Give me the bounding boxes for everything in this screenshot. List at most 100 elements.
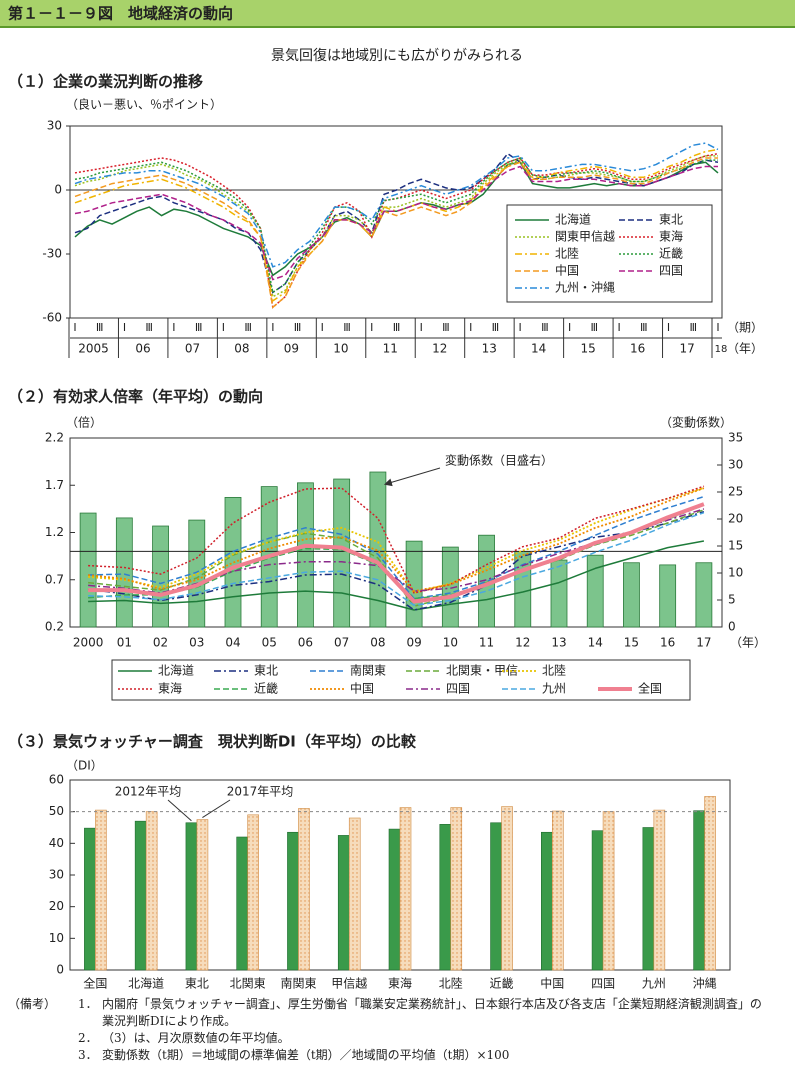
y-tick-label: 30 bbox=[47, 119, 62, 133]
notes-label: （備考） bbox=[8, 997, 57, 1011]
bar bbox=[297, 482, 314, 628]
x-tick-label: 08 bbox=[370, 636, 385, 650]
series-line bbox=[88, 485, 705, 594]
x-tick-label: Ⅰ bbox=[568, 321, 571, 334]
y-tick-label: 0.2 bbox=[45, 620, 64, 634]
x-tick-label: 東海 bbox=[388, 976, 412, 991]
x-tick-label: Ⅲ bbox=[541, 321, 549, 334]
figure-subtitle: 景気回復は地域別にも広がりがみられる bbox=[271, 47, 523, 64]
series-line bbox=[88, 487, 705, 592]
legend-label: 近畿 bbox=[659, 247, 683, 261]
x-unit-label: （年） bbox=[730, 636, 766, 650]
series-line bbox=[88, 511, 705, 607]
series-line bbox=[74, 161, 719, 277]
series-line bbox=[74, 152, 719, 309]
bar bbox=[653, 809, 666, 971]
legend-box bbox=[111, 659, 691, 701]
legend-label: 関東甲信越 bbox=[555, 230, 615, 244]
bar bbox=[450, 807, 463, 971]
legend-label: 南関東 bbox=[350, 663, 386, 678]
x-tick-label: 甲信越 bbox=[331, 977, 367, 991]
y-axis-label: （倍） bbox=[66, 415, 102, 430]
y2-tick-label: 35 bbox=[728, 431, 743, 445]
y-tick-label: 10 bbox=[49, 931, 64, 945]
y2-tick-label: 15 bbox=[728, 539, 743, 553]
year-label: 2005 bbox=[78, 342, 109, 356]
legend-label: 中国 bbox=[555, 263, 579, 278]
y-tick-label: 20 bbox=[49, 899, 64, 913]
year-label: 16 bbox=[630, 342, 645, 356]
y-tick-label: 50 bbox=[49, 804, 64, 818]
year-label: 11 bbox=[383, 342, 398, 356]
x-tick-label: 12 bbox=[515, 636, 530, 650]
x-tick-label: 01 bbox=[117, 636, 132, 650]
year-label: 10 bbox=[333, 342, 348, 356]
x-tick-label: Ⅰ bbox=[519, 321, 522, 334]
x-tick-label: Ⅰ bbox=[73, 321, 76, 334]
series-line bbox=[88, 510, 705, 611]
x-tick-label: Ⅰ bbox=[370, 321, 373, 334]
annotation-leader bbox=[202, 799, 231, 819]
note-row: 3． 変動係数（t期）＝地域間の標準偏差（t期）／地域間の平均値（t期）×100 bbox=[0, 1047, 795, 1064]
legend-label: 四国 bbox=[446, 682, 470, 696]
x-tick-label: 全国 bbox=[83, 976, 107, 991]
annotation-leader bbox=[167, 799, 192, 822]
legend-label: 北関東・甲信 bbox=[446, 664, 518, 678]
x-unit-label: （年） bbox=[727, 342, 763, 356]
x-tick-label: 北関東 bbox=[230, 977, 266, 991]
x-tick-label: Ⅰ bbox=[222, 321, 225, 334]
y-tick-label: 1.2 bbox=[45, 525, 64, 539]
section-title: （３）景気ウォッチャー調査 現状判断DI（年平均）の比較 bbox=[8, 733, 417, 751]
y2-tick-label: 20 bbox=[728, 512, 743, 526]
series-annotation: 2012年平均 bbox=[115, 785, 182, 799]
bar bbox=[152, 525, 169, 628]
x-tick-label: 07 bbox=[334, 636, 349, 650]
bar bbox=[388, 828, 401, 971]
figure-title: 第１－１－９図 地域経済の動向 bbox=[8, 5, 233, 23]
bar bbox=[693, 810, 705, 971]
y-tick-label: 40 bbox=[49, 836, 64, 850]
y-tick-label: 60 bbox=[49, 773, 64, 787]
y-axis-label: （良い－悪い、％ポイント） bbox=[66, 97, 222, 112]
year-label: 12 bbox=[432, 342, 447, 356]
note-number: 3． bbox=[78, 1048, 98, 1062]
bar bbox=[399, 807, 412, 971]
series-line bbox=[88, 487, 705, 594]
bar bbox=[623, 562, 640, 628]
x-tick-label: 東北 bbox=[185, 977, 209, 991]
bar bbox=[287, 831, 299, 971]
x-tick-label: Ⅰ bbox=[321, 321, 324, 334]
x-tick-label: 16 bbox=[660, 636, 675, 650]
plot-area bbox=[69, 437, 723, 628]
notes-spacer bbox=[0, 1047, 78, 1064]
x-tick-label: 2000 bbox=[73, 636, 104, 650]
bar bbox=[514, 551, 532, 628]
legend-label: 北海道 bbox=[555, 212, 591, 227]
x-tick-label: 南関東 bbox=[280, 976, 316, 991]
y-tick-label: 1.7 bbox=[45, 478, 64, 492]
y-tick-label: 2.2 bbox=[45, 431, 64, 445]
bar bbox=[247, 814, 259, 971]
year-label: 14 bbox=[531, 342, 546, 356]
bar bbox=[642, 827, 655, 971]
x-tick-label: 九州 bbox=[642, 977, 666, 991]
x-unit-label: （期） bbox=[727, 321, 763, 335]
bar bbox=[337, 835, 350, 971]
series-line bbox=[74, 157, 718, 309]
bar bbox=[224, 496, 242, 628]
x-tick-label: 北海道 bbox=[128, 976, 164, 991]
x-tick-label: 北陸 bbox=[439, 977, 463, 991]
x-tick-label: 14 bbox=[588, 636, 603, 650]
x-tick-label: Ⅲ bbox=[640, 321, 648, 334]
note-row: （備考） 1． 内閣府「景気ウォッチャー調査」、厚生労働省「職業安定業務統計」、日本… bbox=[0, 996, 795, 1030]
x-tick-label: Ⅰ bbox=[716, 321, 719, 334]
x-tick-label: 05 bbox=[262, 636, 277, 650]
year-label: 15 bbox=[581, 342, 596, 356]
bar bbox=[185, 822, 198, 971]
bar bbox=[541, 831, 553, 971]
bar bbox=[695, 562, 713, 628]
y2-tick-label: 0 bbox=[728, 620, 736, 634]
series-line bbox=[74, 157, 718, 294]
x-tick-label: Ⅲ bbox=[244, 321, 252, 334]
bar bbox=[490, 822, 502, 971]
